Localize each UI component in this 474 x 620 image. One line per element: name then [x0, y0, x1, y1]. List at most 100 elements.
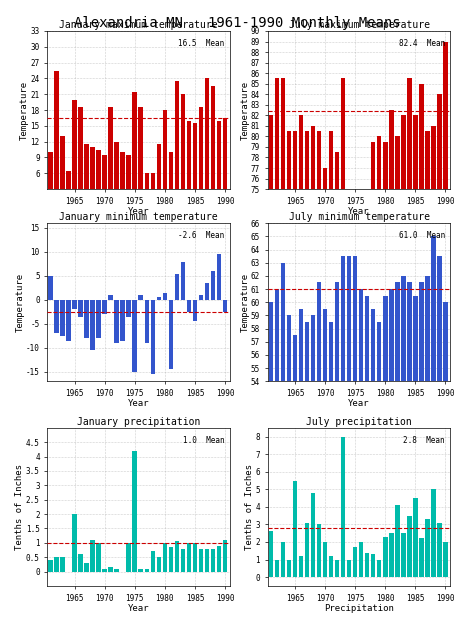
Bar: [193, 542, 197, 572]
Bar: [145, 174, 149, 205]
Bar: [287, 559, 291, 577]
Bar: [335, 559, 339, 577]
Bar: [199, 107, 203, 205]
Bar: [138, 295, 143, 300]
Bar: [292, 480, 297, 577]
Bar: [60, 557, 65, 572]
Bar: [138, 107, 143, 205]
Bar: [102, 300, 107, 314]
Bar: [96, 149, 101, 205]
Bar: [132, 92, 137, 205]
Bar: [145, 569, 149, 572]
Bar: [91, 147, 95, 205]
Bar: [299, 309, 303, 620]
Bar: [329, 131, 333, 620]
Bar: [431, 126, 436, 620]
Bar: [109, 107, 113, 205]
Bar: [323, 309, 327, 620]
Bar: [114, 300, 119, 343]
Bar: [437, 256, 442, 620]
Bar: [169, 547, 173, 572]
Bar: [425, 519, 429, 577]
Bar: [145, 300, 149, 343]
Bar: [60, 300, 65, 336]
Bar: [401, 276, 406, 620]
Bar: [317, 525, 321, 577]
Bar: [323, 542, 327, 577]
Bar: [437, 94, 442, 620]
Bar: [217, 546, 221, 572]
Bar: [323, 168, 327, 620]
X-axis label: Year: Year: [128, 399, 149, 409]
Bar: [156, 557, 161, 572]
Bar: [151, 300, 155, 374]
Text: 1.0  Mean: 1.0 Mean: [183, 436, 224, 445]
Bar: [443, 42, 448, 620]
Bar: [54, 557, 59, 572]
Bar: [419, 84, 424, 620]
Bar: [281, 263, 285, 620]
Bar: [48, 560, 53, 572]
Text: Alexandria MN   1961-1990 Monthly Means: Alexandria MN 1961-1990 Monthly Means: [73, 16, 401, 30]
Bar: [395, 136, 400, 620]
Text: -2.6  Mean: -2.6 Mean: [178, 231, 224, 240]
Bar: [419, 538, 424, 577]
Bar: [187, 120, 191, 205]
Bar: [389, 533, 393, 577]
Bar: [120, 153, 125, 205]
Bar: [156, 298, 161, 300]
Title: July minimum temperature: July minimum temperature: [289, 213, 429, 223]
Bar: [223, 300, 228, 312]
Title: July maximum temperature: July maximum temperature: [289, 20, 429, 30]
Bar: [163, 110, 167, 205]
Bar: [407, 283, 411, 620]
Bar: [174, 81, 179, 205]
Bar: [174, 541, 179, 572]
Bar: [377, 559, 382, 577]
Bar: [127, 300, 131, 317]
Bar: [199, 549, 203, 572]
Bar: [305, 131, 309, 620]
Text: 16.5  Mean: 16.5 Mean: [178, 39, 224, 48]
Bar: [151, 174, 155, 205]
Bar: [395, 505, 400, 577]
Bar: [169, 300, 173, 370]
Bar: [66, 300, 71, 340]
Bar: [359, 542, 364, 577]
Bar: [274, 289, 279, 620]
Bar: [211, 271, 215, 300]
Bar: [72, 99, 77, 205]
Bar: [311, 493, 315, 577]
Bar: [431, 236, 436, 620]
Bar: [211, 549, 215, 572]
Bar: [299, 556, 303, 577]
Bar: [274, 79, 279, 620]
Bar: [78, 300, 83, 317]
Bar: [335, 283, 339, 620]
Bar: [347, 256, 351, 620]
Bar: [163, 542, 167, 572]
Bar: [377, 322, 382, 620]
Bar: [353, 279, 357, 620]
Bar: [371, 309, 375, 620]
Bar: [419, 283, 424, 620]
Bar: [48, 276, 53, 300]
Title: January maximum temperature: January maximum temperature: [59, 20, 218, 30]
Bar: [311, 126, 315, 620]
Bar: [114, 569, 119, 572]
Title: July precipitation: July precipitation: [306, 417, 412, 427]
Bar: [311, 316, 315, 620]
Bar: [287, 131, 291, 620]
Bar: [163, 293, 167, 300]
Bar: [413, 296, 418, 620]
Bar: [223, 540, 228, 572]
Bar: [48, 153, 53, 205]
Bar: [281, 79, 285, 620]
Bar: [425, 276, 429, 620]
Bar: [138, 569, 143, 572]
Bar: [329, 556, 333, 577]
Bar: [353, 547, 357, 577]
Bar: [96, 300, 101, 338]
Bar: [317, 131, 321, 620]
Bar: [371, 554, 375, 577]
